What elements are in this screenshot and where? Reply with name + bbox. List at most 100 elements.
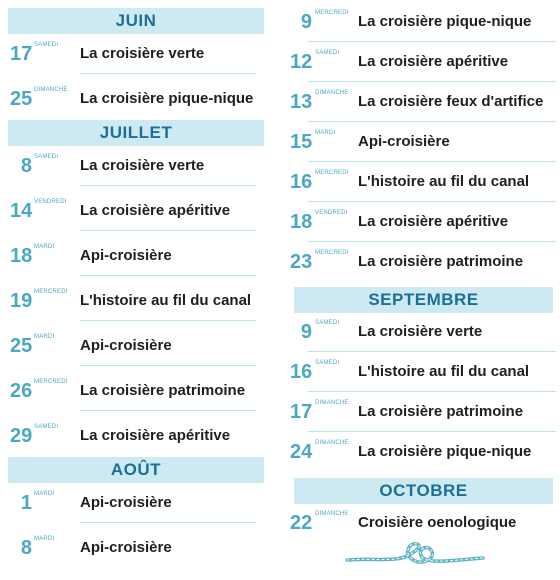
event-row: 25 DIMANCHE La croisière pique-nique: [0, 79, 268, 119]
month-header: JUIN: [8, 8, 264, 34]
event-title: Api-croisière: [80, 539, 172, 556]
event-row: 24 DIMANCHE La croisière pique-nique: [290, 432, 560, 472]
event-row: 22 DIMANCHE Croisière oenologique: [290, 503, 560, 543]
event-weekday: SAMEDI: [34, 154, 59, 160]
event-row: 14 VENDREDI La croisière apéritive: [0, 191, 268, 231]
event-title: Api-croisière: [358, 133, 450, 150]
row-divider: [80, 410, 256, 411]
month-header: SEPTEMBRE: [294, 287, 553, 313]
event-weekday: VENDREDI: [34, 199, 67, 205]
row-divider: [80, 320, 256, 321]
event-row: 18 MARDI Api-croisière: [0, 236, 268, 276]
event-row: 16 MERCREDI L'histoire au fil du canal: [290, 162, 560, 202]
event-day: 23: [290, 251, 313, 273]
event-weekday: MARDI: [315, 130, 336, 136]
event-weekday: MARDI: [34, 334, 55, 340]
row-divider: [308, 121, 556, 122]
event-weekday: MERCREDI: [34, 379, 68, 385]
event-row: 29 SAMEDI La croisière apéritive: [0, 416, 268, 456]
row-divider: [80, 522, 256, 523]
event-weekday: MARDI: [34, 244, 55, 250]
event-day: 25: [10, 88, 33, 110]
event-weekday: DIMANCHE: [34, 87, 68, 93]
row-divider: [308, 351, 556, 352]
event-title: La croisière feux d'artifice: [358, 93, 544, 110]
event-row: 12 SAMEDI La croisière apéritive: [290, 42, 560, 82]
event-title: La croisière apéritive: [80, 427, 231, 444]
month-header: JUILLET: [8, 120, 264, 146]
row-divider: [80, 73, 256, 74]
row-divider: [308, 201, 556, 202]
event-day: 16: [290, 361, 313, 383]
event-weekday: MERCREDI: [34, 289, 68, 295]
event-day: 12: [290, 51, 313, 73]
row-divider: [308, 41, 556, 42]
event-day: 26: [10, 380, 33, 402]
event-title: La croisière apéritive: [358, 213, 509, 230]
event-day: 13: [290, 91, 313, 113]
event-weekday: DIMANCHE: [315, 440, 349, 446]
event-row: 18 VENDREDI La croisière apéritive: [290, 202, 560, 242]
event-title: La croisière pique-nique: [358, 13, 532, 30]
event-title: Api-croisière: [80, 494, 172, 511]
event-title: Croisière oenologique: [358, 514, 517, 531]
event-day: 9: [300, 321, 312, 343]
event-row: 8 SAMEDI La croisière verte: [0, 146, 268, 186]
row-divider: [80, 275, 256, 276]
event-day: 24: [290, 441, 313, 463]
event-row: 16 SAMEDI L'histoire au fil du canal: [290, 352, 560, 392]
event-weekday: DIMANCHE: [315, 90, 349, 96]
event-row: 23 MERCREDI La croisière patrimoine: [290, 242, 560, 282]
event-weekday: VENDREDI: [315, 210, 348, 216]
event-title: Api-croisière: [80, 337, 172, 354]
row-divider: [308, 391, 556, 392]
event-weekday: MERCREDI: [315, 170, 349, 176]
event-weekday: MARDI: [34, 536, 55, 542]
event-row: 17 SAMEDI La croisière verte: [0, 34, 268, 74]
event-row: 9 SAMEDI La croisière verte: [290, 312, 560, 352]
event-row: 15 MARDI Api-croisière: [290, 122, 560, 162]
event-title: L'histoire au fil du canal: [358, 363, 530, 380]
event-weekday: DIMANCHE: [315, 400, 349, 406]
event-row: 17 DIMANCHE La croisière patrimoine: [290, 392, 560, 432]
event-row: 19 MERCREDI L'histoire au fil du canal: [0, 281, 268, 321]
event-day: 18: [290, 211, 313, 233]
event-title: La croisière pique-nique: [358, 443, 532, 460]
event-row: 8 MARDI Api-croisière: [0, 528, 268, 568]
month-header: OCTOBRE: [294, 478, 553, 504]
event-day: 14: [10, 200, 33, 222]
event-title: La croisière verte: [358, 323, 483, 340]
event-title: La croisière pique-nique: [80, 90, 254, 107]
event-day: 18: [10, 245, 33, 267]
event-title: La croisière patrimoine: [358, 253, 524, 270]
event-day: 25: [10, 335, 33, 357]
event-weekday: SAMEDI: [34, 424, 59, 430]
event-row: 13 DIMANCHE La croisière feux d'artifice: [290, 82, 560, 122]
event-day: 16: [290, 171, 313, 193]
row-divider: [80, 365, 256, 366]
event-day: 8: [20, 537, 32, 559]
event-day: 22: [290, 512, 313, 534]
event-day: 19: [10, 290, 33, 312]
event-title: La croisière verte: [80, 45, 205, 62]
month-header: AOÛT: [8, 457, 264, 483]
event-row: 1 MARDI Api-croisière: [0, 483, 268, 523]
event-weekday: SAMEDI: [315, 50, 340, 56]
event-row: 9 MERCREDI La croisière pique-nique: [290, 2, 560, 42]
row-divider: [80, 230, 256, 231]
event-weekday: MERCREDI: [315, 10, 349, 16]
event-day: 29: [10, 425, 33, 447]
event-day: 17: [10, 43, 33, 65]
event-title: L'histoire au fil du canal: [358, 173, 530, 190]
event-row: 25 MARDI Api-croisière: [0, 326, 268, 366]
event-weekday: MARDI: [34, 491, 55, 497]
event-weekday: SAMEDI: [315, 360, 340, 366]
event-title: La croisière patrimoine: [80, 382, 246, 399]
row-divider: [308, 241, 556, 242]
event-title: L'histoire au fil du canal: [80, 292, 252, 309]
row-divider: [80, 185, 256, 186]
event-title: La croisière patrimoine: [358, 403, 524, 420]
event-title: Api-croisière: [80, 247, 172, 264]
event-day: 9: [300, 11, 312, 33]
event-day: 15: [290, 131, 313, 153]
